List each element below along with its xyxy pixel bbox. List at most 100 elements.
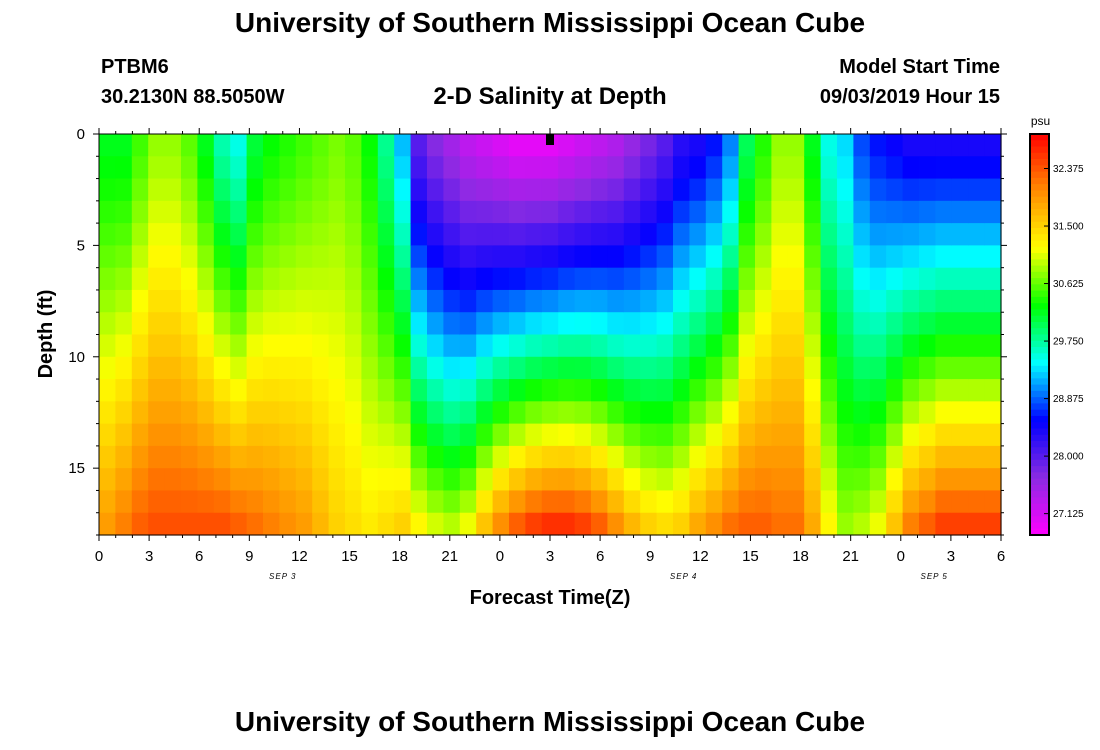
- heatmap-cell: [427, 223, 444, 246]
- heatmap-cell: [131, 134, 149, 157]
- heatmap-cell: [410, 156, 428, 180]
- heatmap-cell: [459, 356, 477, 380]
- heatmap-cell: [164, 423, 182, 447]
- heatmap-cell: [787, 423, 805, 447]
- heatmap-cell: [197, 445, 215, 469]
- colorbar-swatch: [1030, 321, 1049, 329]
- heatmap-cell: [755, 445, 772, 469]
- heatmap-cell: [509, 334, 526, 358]
- heatmap-cell: [443, 334, 461, 358]
- heatmap-cell: [689, 134, 707, 157]
- heatmap-cell: [640, 468, 658, 492]
- heatmap-cell: [115, 156, 133, 180]
- heatmap-cell: [919, 401, 936, 425]
- colorbar-swatch: [1030, 253, 1049, 260]
- heatmap-cell: [656, 312, 674, 336]
- heatmap-cell: [279, 178, 297, 202]
- heatmap-cell: [755, 156, 772, 180]
- heatmap-cell: [902, 289, 920, 313]
- colorbar-swatch: [1030, 234, 1049, 242]
- heatmap-cell: [197, 134, 215, 157]
- heatmap-cell: [427, 334, 444, 358]
- heatmap-cell: [722, 490, 740, 514]
- heatmap-cell: [115, 334, 133, 358]
- heatmap-cell: [623, 156, 641, 180]
- y-tick-label: 0: [77, 126, 85, 143]
- heatmap-cell: [673, 223, 690, 246]
- heatmap-cell: [787, 490, 805, 514]
- heatmap-cell: [312, 245, 330, 269]
- colorbar-swatch: [1030, 478, 1049, 486]
- heatmap-cell: [984, 178, 1002, 202]
- heatmap-cell: [820, 178, 838, 202]
- heatmap-cell: [361, 312, 379, 336]
- heatmap-cell: [443, 356, 461, 380]
- heatmap-cell: [689, 379, 707, 402]
- heatmap-cell: [443, 468, 461, 492]
- heatmap-cell: [279, 490, 297, 514]
- heatmap-cell: [722, 423, 740, 447]
- heatmap-cell: [623, 423, 641, 447]
- heatmap-cell: [984, 379, 1002, 402]
- heatmap-cell: [968, 423, 986, 447]
- heatmap-cell: [410, 223, 428, 246]
- heatmap-cell: [115, 356, 133, 380]
- heatmap-cell: [525, 156, 543, 180]
- heatmap-cell: [820, 223, 838, 246]
- heatmap-cell: [984, 223, 1002, 246]
- heatmap-cell: [361, 223, 379, 246]
- heatmap-cell: [246, 401, 264, 425]
- heatmap-cell: [99, 512, 116, 536]
- heatmap-cell: [115, 178, 133, 202]
- heatmap-cell: [574, 423, 592, 447]
- model-start-value: 09/03/2019 Hour 15: [819, 86, 1000, 108]
- heatmap-cell: [509, 156, 526, 180]
- heatmap-cell: [541, 356, 559, 380]
- heatmap-cell: [771, 134, 789, 157]
- heatmap-cell: [131, 245, 149, 269]
- heatmap-cell: [755, 267, 772, 291]
- heatmap-cell: [99, 134, 116, 157]
- colorbar-swatch: [1030, 202, 1049, 210]
- heatmap-cell: [197, 401, 215, 425]
- colorbar-swatch: [1030, 434, 1049, 442]
- heatmap-cell: [509, 134, 526, 157]
- heatmap-cell: [738, 379, 756, 402]
- heatmap-cell: [361, 156, 379, 180]
- heatmap-cell: [525, 289, 543, 313]
- heatmap-cell: [837, 379, 854, 402]
- heatmap-cell: [181, 468, 198, 492]
- heatmap-cell: [837, 423, 854, 447]
- heatmap-cell: [213, 468, 231, 492]
- heatmap-cell: [689, 356, 707, 380]
- heatmap-cell: [591, 289, 608, 313]
- heatmap-cell: [394, 134, 412, 157]
- heatmap-cell: [919, 289, 936, 313]
- heatmap-cell: [656, 200, 674, 224]
- heatmap-cell: [820, 156, 838, 180]
- heatmap-cell: [394, 178, 412, 202]
- heatmap-cell: [787, 401, 805, 425]
- heatmap-cell: [148, 245, 166, 269]
- heatmap-cell: [886, 445, 904, 469]
- heatmap-cell: [492, 334, 510, 358]
- heatmap-cell: [705, 245, 723, 269]
- colorbar: 32.375 31.500 30.625 29.750 28.875 28.000 27.1…: [1029, 114, 1084, 536]
- colorbar-swatch: [1030, 290, 1049, 298]
- heatmap-cell: [148, 401, 166, 425]
- heatmap-cell: [984, 468, 1002, 492]
- heatmap-cell: [443, 312, 461, 336]
- heatmap-cell: [99, 312, 116, 336]
- colorbar-swatch: [1030, 140, 1049, 148]
- heatmap-cell: [951, 334, 969, 358]
- heatmap-cell: [853, 289, 871, 313]
- heatmap-cell: [197, 490, 215, 514]
- heatmap-cell: [673, 356, 690, 380]
- colorbar-swatch: [1030, 378, 1049, 386]
- heatmap-cell: [295, 334, 313, 358]
- heatmap-cell: [574, 245, 592, 269]
- heatmap-cell: [213, 423, 231, 447]
- heatmap-cell: [230, 312, 248, 336]
- heatmap-cell: [197, 312, 215, 336]
- colorbar-swatch: [1030, 221, 1049, 229]
